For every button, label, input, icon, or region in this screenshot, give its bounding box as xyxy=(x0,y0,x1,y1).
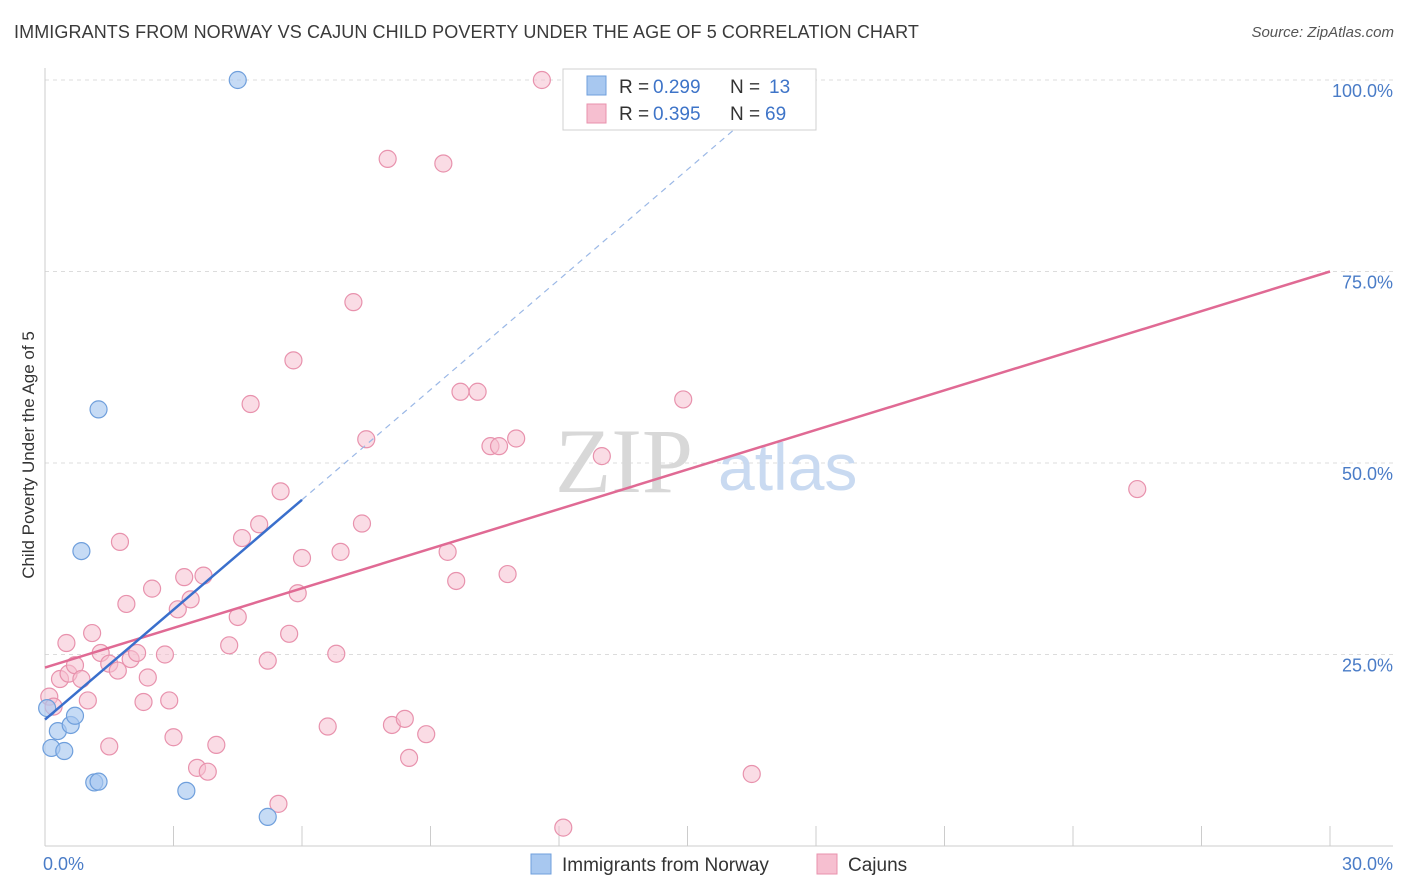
cajuns-point xyxy=(592,447,611,466)
norway-point xyxy=(228,70,247,90)
cajuns-point xyxy=(241,394,260,414)
cajuns-point xyxy=(78,691,97,710)
y-tick-label: 25.0% xyxy=(1342,656,1393,676)
cajuns-point xyxy=(108,661,127,680)
stats-legend: R = 0.299 N = 13 R = 0.395 N = 69 xyxy=(562,68,817,131)
cajuns-points xyxy=(40,70,1147,837)
cajuns-point xyxy=(284,351,303,370)
x-tick-label: 30.0% xyxy=(1342,854,1393,874)
cajuns-point xyxy=(269,794,288,813)
cajuns-point xyxy=(198,762,217,781)
x-tick-label: 0.0% xyxy=(43,854,84,874)
cajuns-point xyxy=(554,818,573,837)
series-legend-swatch-norway xyxy=(530,853,552,875)
cajuns-point xyxy=(134,692,153,712)
cajuns-point xyxy=(83,623,102,643)
cajuns-point xyxy=(451,382,470,401)
legend-n-value-norway: 13 xyxy=(769,77,790,98)
norway-point xyxy=(89,400,108,419)
chart-title: IMMIGRANTS FROM NORWAY VS CAJUN CHILD PO… xyxy=(14,22,919,42)
cajuns-point xyxy=(674,390,693,409)
legend-r-value-norway: 0.299 xyxy=(653,77,701,98)
cajuns-point xyxy=(100,737,119,756)
cajuns-point xyxy=(742,764,761,784)
legend-swatch-norway xyxy=(586,75,607,96)
cajuns-point xyxy=(399,748,419,768)
cajuns-point xyxy=(127,643,147,663)
cajuns-point xyxy=(117,594,136,614)
series-legend-label-cajuns: Cajuns xyxy=(848,855,907,876)
legend-r-label-norway: R = xyxy=(619,77,649,98)
gridlines xyxy=(45,79,1393,655)
cajuns-point xyxy=(232,528,252,548)
y-tick-label: 50.0% xyxy=(1342,464,1393,484)
cajuns-point xyxy=(280,624,299,643)
cajuns-point xyxy=(181,590,200,609)
cajuns-point xyxy=(395,709,414,728)
norway-point xyxy=(89,772,108,791)
cajuns-point xyxy=(258,651,277,670)
legend-n-label-norway: N = xyxy=(730,77,760,98)
cajuns-point xyxy=(57,633,76,653)
legend-n-label-cajuns: N = xyxy=(730,104,760,125)
cajuns-point xyxy=(220,636,239,655)
trend-lines xyxy=(44,114,1331,721)
cajuns-point xyxy=(417,725,436,744)
norway-trend-line xyxy=(44,498,303,721)
source-label: Source: ZipAtlas.com xyxy=(1251,24,1394,41)
norway-point xyxy=(55,741,74,761)
cajuns-point xyxy=(331,542,350,561)
cajuns-point xyxy=(344,293,363,312)
legend-n-value-cajuns: 69 xyxy=(765,104,786,125)
legend-swatch-cajuns xyxy=(586,103,607,124)
cajuns-point xyxy=(489,437,509,456)
cajuns-point xyxy=(164,728,183,747)
cajuns-point xyxy=(110,532,130,551)
cajuns-point xyxy=(378,149,397,168)
axes: 25.0% 50.0% 75.0% 100.0% 0.0% 30.0% xyxy=(43,68,1393,874)
cajuns-point xyxy=(271,482,290,501)
cajuns-point xyxy=(327,644,346,663)
cajuns-point xyxy=(352,514,372,533)
norway-point xyxy=(258,807,277,826)
norway-points xyxy=(38,70,277,826)
cajuns-point xyxy=(468,382,487,401)
cajuns-point xyxy=(250,515,269,534)
cajuns-point xyxy=(498,564,517,584)
norway-point xyxy=(177,781,196,800)
cajuns-point xyxy=(194,566,213,585)
series-legend-label-norway: Immigrants from Norway xyxy=(562,855,769,876)
cajuns-point xyxy=(357,430,376,449)
cajuns-point xyxy=(155,645,175,664)
cajuns-point xyxy=(292,548,312,568)
cajuns-point xyxy=(434,154,453,173)
y-tick-label: 100.0% xyxy=(1332,81,1393,101)
legend-r-value-cajuns: 0.395 xyxy=(653,104,701,125)
watermark-atlas: atlas xyxy=(718,430,857,504)
cajuns-point xyxy=(1128,479,1147,499)
norway-point xyxy=(65,706,85,725)
cajuns-trend-line xyxy=(44,270,1331,669)
cajuns-point xyxy=(447,571,466,591)
cajuns-point xyxy=(532,70,551,90)
cajuns-point xyxy=(138,668,157,687)
cajuns-point xyxy=(207,735,226,754)
series-legend-swatch-cajuns xyxy=(816,853,838,875)
legend-r-label-cajuns: R = xyxy=(619,104,649,125)
watermark-zip: ZIP xyxy=(555,410,693,512)
cajuns-point xyxy=(175,568,194,587)
cajuns-point xyxy=(507,429,526,448)
norway-point xyxy=(72,541,91,561)
cajuns-point xyxy=(142,579,162,598)
cajuns-point xyxy=(168,600,187,619)
y-tick-label: 75.0% xyxy=(1342,273,1393,293)
cajuns-point xyxy=(318,717,337,736)
series-legend: Immigrants from Norway Cajuns xyxy=(530,853,907,876)
y-axis-title: Child Poverty Under the Age of 5 xyxy=(19,331,38,579)
cajuns-point xyxy=(160,691,179,710)
